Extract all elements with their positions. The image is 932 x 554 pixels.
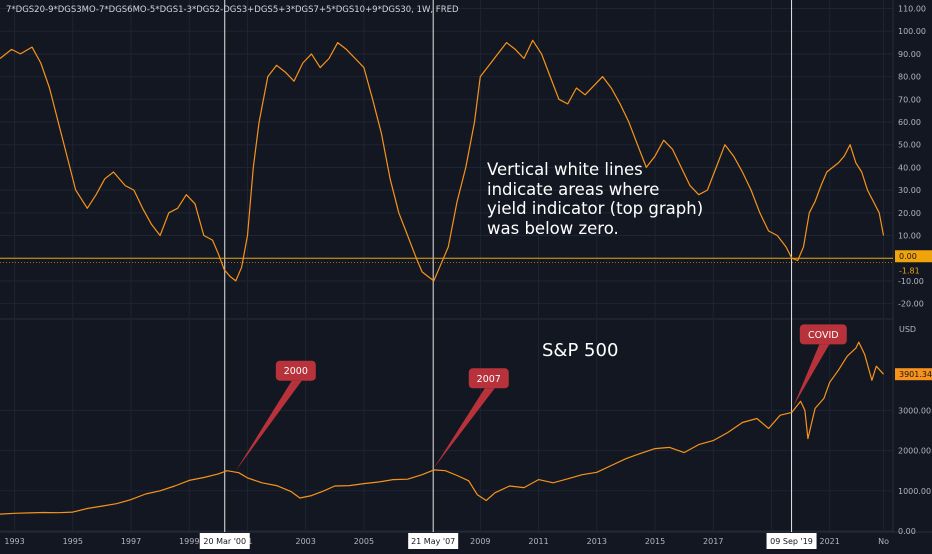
x-tick-label: No [878, 537, 889, 546]
last-yield-price-tag: -1.81 [895, 264, 932, 277]
price-tag-bg [895, 250, 932, 263]
y-tick-label: 90.00 [898, 50, 921, 59]
price-tag-label: 3901.34 [899, 370, 932, 379]
date-label-bg [199, 533, 250, 549]
x-tick-label: 2011 [528, 537, 548, 546]
y-tick-label: -20.00 [898, 300, 924, 309]
y-tick-label: 80.00 [898, 73, 921, 82]
yield-series [0, 39, 885, 282]
x-tick-label: 2013 [587, 537, 607, 546]
recession-date-labels: 20 Mar '00 21 May '07 09 Sep '19 [199, 533, 817, 549]
callout-2007: 2007 [433, 368, 509, 469]
callout-2000: 2000 [235, 360, 316, 471]
x-tick-label: 2005 [354, 537, 374, 546]
zero-reference [0, 257, 893, 263]
y-axis-bottom: 3000.00 2000.00 1000.00 0.00 [898, 406, 931, 536]
callout-pointer [235, 380, 302, 471]
callout-label: 2007 [477, 374, 501, 385]
date-label-bg [766, 533, 817, 549]
price-tags: 0.00 -1.81 3901.34 [895, 250, 932, 381]
recession-date-label: 20 Mar '00 [199, 533, 250, 549]
annotation-line: Vertical white lines [487, 160, 643, 179]
x-tick-label: 1999 [179, 537, 199, 546]
y-tick-label: 110.00 [898, 5, 926, 14]
y-tick-label: 0.00 [898, 527, 916, 536]
currency-label: USD [899, 325, 917, 334]
annotation-line: indicate areas where [487, 179, 660, 199]
x-tick-label: 2017 [703, 537, 723, 546]
y-tick-label: 70.00 [898, 95, 921, 104]
callout-label: 2000 [284, 366, 308, 377]
symbol-title: 7*DGS20-9*DGS3MO-7*DGS6MO-5*DGS1-3*DGS2-… [6, 5, 459, 15]
y-tick-label: 60.00 [898, 118, 921, 127]
price-tag-label: 0.00 [899, 252, 917, 261]
y-tick-label: 40.00 [898, 163, 921, 172]
x-tick-label: 1993 [4, 537, 24, 546]
date-label-bg [408, 533, 459, 549]
annotation-line: yield indicator (top graph) [487, 199, 704, 218]
date-label-text: 21 May '07 [411, 537, 455, 546]
x-tick-label: 2009 [470, 537, 490, 546]
annotation-sp500: S&P 500 [542, 340, 619, 361]
recession-date-label: 21 May '07 [408, 533, 459, 549]
callout-pointer [793, 344, 830, 407]
y-tick-label: 1000.00 [898, 487, 931, 496]
price-tag-bg [895, 368, 932, 381]
callout-box [468, 368, 509, 389]
x-axis: 1993199519971999012003200520092011201320… [4, 537, 889, 546]
x-tick-label: 2015 [645, 537, 665, 546]
recession-date-label: 09 Sep '19 [766, 533, 817, 549]
x-tick-label: 1995 [63, 537, 83, 546]
x-tick-label: 1997 [121, 537, 141, 546]
sp500-line [0, 341, 884, 515]
zero-price-tag: 0.00 [895, 250, 932, 263]
y-tick-label: 20.00 [898, 209, 921, 218]
y-tick-label: 10.00 [898, 232, 921, 241]
price-tag-bg [895, 264, 932, 277]
y-tick-label: 3000.00 [898, 406, 931, 415]
y-tick-label: 50.00 [898, 141, 921, 150]
sp500-price-tag: 3901.34 [895, 368, 932, 381]
date-label-text: 20 Mar '00 [203, 537, 246, 546]
sp500-series [0, 341, 884, 515]
date-label-text: 09 Sep '19 [770, 537, 813, 546]
y-tick-label: 100.00 [898, 27, 926, 36]
callouts: 2000 2007 COVID [235, 324, 847, 471]
callout-box [275, 360, 316, 381]
y-tick-label: -10.00 [898, 277, 924, 286]
annotation-line: was below zero. [487, 218, 619, 238]
callout-label: COVID [808, 330, 839, 341]
x-tick-label: 2021 [820, 537, 840, 546]
annotation-vertical-lines: Vertical white lines indicate areas wher… [487, 160, 787, 238]
yield-indicator-line [0, 39, 885, 282]
y-tick-label: 30.00 [898, 186, 921, 195]
y-tick-label: 2000.00 [898, 447, 931, 456]
callout-pointer [433, 388, 495, 469]
recession-lines [224, 0, 793, 532]
callout-covid: COVID [793, 324, 847, 407]
callout-box [799, 324, 847, 345]
x-tick-label: 2003 [295, 537, 315, 546]
price-tag-label: -1.81 [899, 266, 920, 275]
